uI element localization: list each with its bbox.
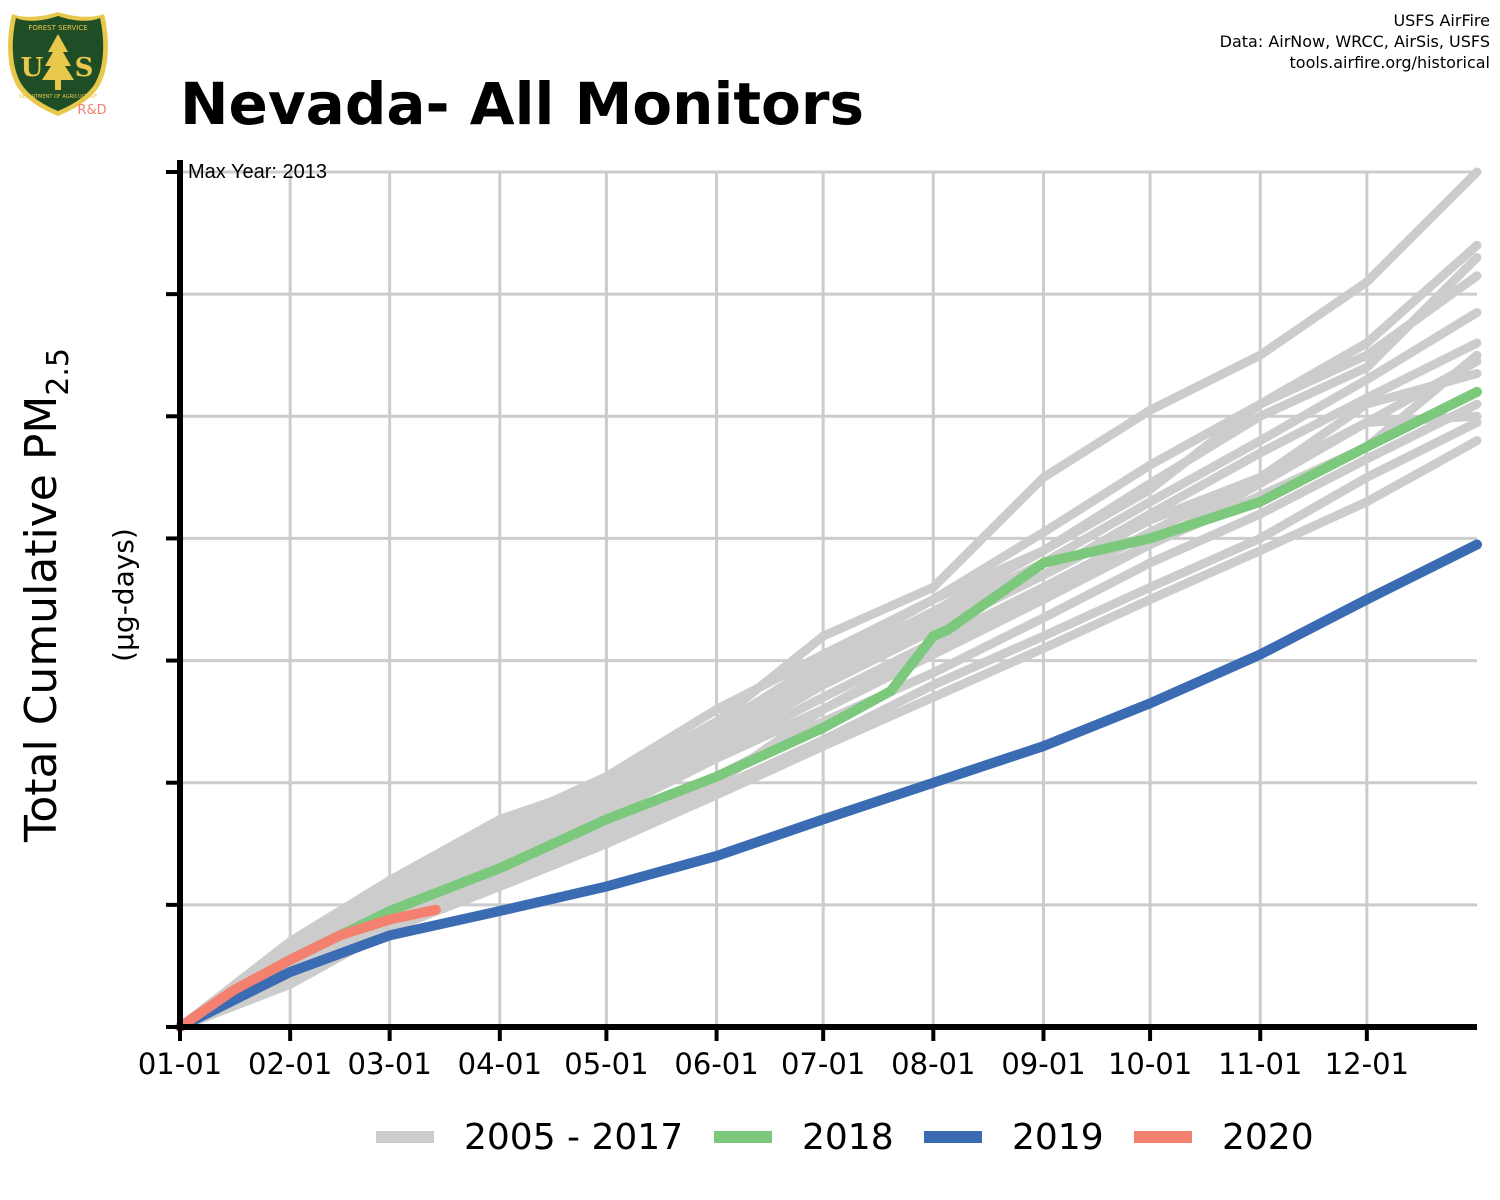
x-tick-label: 06-01 [674, 1047, 758, 1081]
series-line-2019 [175, 539, 1482, 1032]
x-tick-label: 01-01 [138, 1047, 222, 1081]
series-line-background-2 [175, 271, 1482, 1032]
series-line-background-3 [175, 253, 1482, 1032]
y-axis-label: Total Cumulative PM2.5 [16, 348, 76, 843]
x-tick-label: 05-01 [564, 1047, 648, 1081]
legend-swatch-2019 [924, 1131, 982, 1143]
credit-line-2: Data: AirNow, WRCC, AirSis, USFS [1219, 32, 1490, 51]
logo-bottom-text: DEPARTMENT OF AGRICULTURE [19, 94, 97, 100]
legend-label-2018: 2018 [802, 1116, 894, 1158]
credits-block: USFS AirFire Data: AirNow, WRCC, AirSis,… [1220, 10, 1490, 73]
x-tick-label: 07-01 [781, 1047, 865, 1081]
legend-item-2019: 2019 [924, 1112, 1104, 1162]
series-line-background-12 [175, 369, 1482, 1032]
axis-layer: 01-01 02-01 03-01 04-01 05-01 06-01 07-01 08-01… [138, 160, 1477, 1081]
tree-icon [42, 34, 74, 90]
legend-label-2019: 2019 [1012, 1116, 1104, 1158]
x-tick-label: 10-01 [1108, 1047, 1192, 1081]
legend-label-2005-2017: 2005 - 2017 [464, 1116, 684, 1158]
series-line-2018 [175, 386, 1482, 1032]
x-tick-label: 02-01 [248, 1047, 332, 1081]
x-tick-label: 04-01 [458, 1047, 542, 1081]
legend: 2005 - 2017 [376, 1112, 683, 1162]
y-axis-units: (µg-days) [107, 528, 140, 662]
logo-letter-u: U [21, 53, 44, 83]
series-line-2020 [175, 904, 441, 1032]
y-axis-label-main: Total Cumulative PM [16, 396, 67, 843]
legend-label-2020: 2020 [1222, 1116, 1314, 1158]
y-axis-label-subscript: 2.5 [41, 348, 76, 396]
credit-line-1: USFS AirFire [1393, 11, 1490, 30]
usfs-shield-logo: U S FOREST SERVICE DEPARTMENT OF AGRICUL… [8, 12, 108, 118]
max-year-annotation: Max Year: 2013 [188, 161, 327, 183]
x-tick-label: 03-01 [348, 1047, 432, 1081]
logo-top-text: FOREST SERVICE [28, 24, 87, 32]
series-line-background-11 [175, 436, 1482, 1032]
series-line-background-5 [175, 338, 1482, 1032]
series-line-background-4 [175, 308, 1482, 1032]
x-tick-label: 09-01 [1001, 1047, 1085, 1081]
legend-swatch-2005-2017 [376, 1131, 434, 1143]
x-tick-label: 11-01 [1218, 1047, 1302, 1081]
x-tick-label: 12-01 [1325, 1047, 1409, 1081]
series-layer [175, 167, 1482, 1032]
legend-swatch-2018 [714, 1131, 772, 1143]
legend-item-2020: 2020 [1134, 1112, 1314, 1162]
x-tick-label: 08-01 [891, 1047, 975, 1081]
logo-rd-text: R&D [77, 103, 106, 118]
chart-title: Nevada- All Monitors [180, 70, 865, 138]
legend-item-2018: 2018 [714, 1112, 894, 1162]
logo-letter-s: S [75, 53, 94, 83]
credit-line-3: tools.airfire.org/historical [1289, 53, 1490, 72]
legend-swatch-2020 [1134, 1131, 1192, 1143]
